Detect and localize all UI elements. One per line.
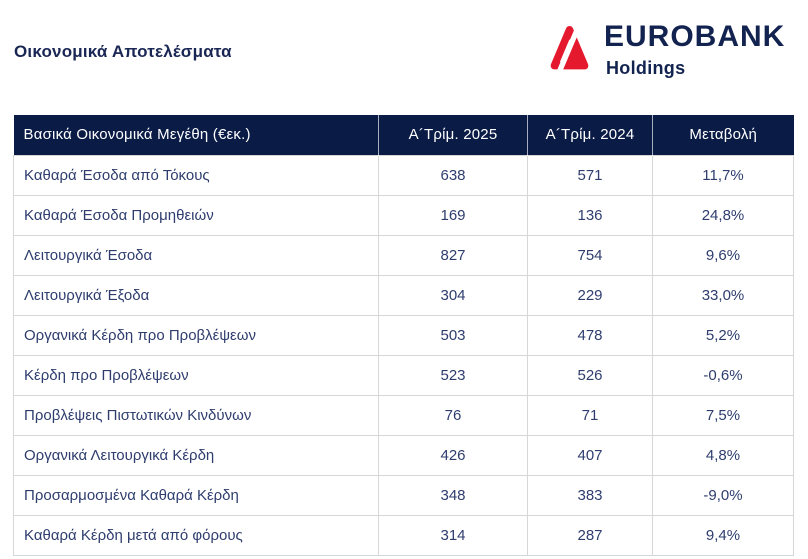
table-row: Λειτουργικά Έσοδα 827 754 9,6% bbox=[13, 234, 794, 276]
logo-wordmark: EUROBANK Holdings bbox=[604, 20, 785, 79]
value-q1-2025: 304 bbox=[378, 274, 528, 316]
value-q1-2025: 314 bbox=[378, 514, 528, 556]
value-q1-2024: 526 bbox=[527, 354, 653, 396]
logo-brand-text: EUROBANK bbox=[604, 20, 786, 53]
metric-label: Λειτουργικά Έξοδα bbox=[13, 274, 379, 316]
metric-label: Λειτουργικά Έσοδα bbox=[13, 234, 379, 276]
value-q1-2025: 426 bbox=[378, 434, 528, 476]
table-row: Καθαρά Κέρδη μετά από φόρους 314 287 9,4… bbox=[13, 514, 794, 556]
value-q1-2025: 169 bbox=[378, 194, 528, 236]
table-row: Οργανικά Λειτουργικά Κέρδη 426 407 4,8% bbox=[13, 434, 794, 476]
value-change: 9,4% bbox=[652, 514, 794, 556]
value-q1-2025: 503 bbox=[378, 314, 528, 356]
eurobank-holdings-logo: EUROBANK Holdings bbox=[549, 20, 785, 79]
value-change: 33,0% bbox=[652, 274, 794, 316]
value-q1-2024: 71 bbox=[527, 394, 653, 436]
value-change: 4,8% bbox=[652, 434, 794, 476]
value-q1-2025: 638 bbox=[378, 154, 528, 196]
table-header-row: Βασικά Οικονομικά Μεγέθη (€εκ.) Α´Τρίμ. … bbox=[13, 115, 794, 155]
value-q1-2025: 76 bbox=[378, 394, 528, 436]
value-change: -9,0% bbox=[652, 474, 794, 516]
metric-label: Οργανικά Λειτουργικά Κέρδη bbox=[13, 434, 379, 476]
value-q1-2024: 287 bbox=[527, 514, 653, 556]
table-row: Οργανικά Κέρδη προ Προβλέψεων 503 478 5,… bbox=[13, 314, 794, 356]
column-header-change: Μεταβολή bbox=[652, 115, 794, 155]
table-row: Προβλέψεις Πιστωτικών Κινδύνων 76 71 7,5… bbox=[13, 394, 794, 436]
financial-results-table: Βασικά Οικονομικά Μεγέθη (€εκ.) Α´Τρίμ. … bbox=[13, 115, 794, 556]
value-q1-2024: 478 bbox=[527, 314, 653, 356]
metric-label: Κέρδη προ Προβλέψεων bbox=[13, 354, 379, 396]
value-change: 11,7% bbox=[652, 154, 794, 196]
value-q1-2024: 571 bbox=[527, 154, 653, 196]
value-q1-2024: 229 bbox=[527, 274, 653, 316]
table-row: Προσαρμοσμένα Καθαρά Κέρδη 348 383 -9,0% bbox=[13, 474, 794, 516]
column-header-q1-2024: Α´Τρίμ. 2024 bbox=[527, 115, 653, 155]
logo-subbrand-text: Holdings bbox=[606, 58, 686, 78]
eurobank-triangle-icon bbox=[549, 23, 590, 74]
metric-label: Προβλέψεις Πιστωτικών Κινδύνων bbox=[13, 394, 379, 436]
metric-label: Καθαρά Κέρδη μετά από φόρους bbox=[13, 514, 379, 556]
value-q1-2024: 136 bbox=[527, 194, 653, 236]
value-change: 24,8% bbox=[652, 194, 794, 236]
table-row: Κέρδη προ Προβλέψεων 523 526 -0,6% bbox=[13, 354, 794, 396]
metric-label: Οργανικά Κέρδη προ Προβλέψεων bbox=[13, 314, 379, 356]
table-row: Καθαρά Έσοδα από Τόκους 638 571 11,7% bbox=[13, 154, 794, 196]
value-change: 9,6% bbox=[652, 234, 794, 276]
table-row: Καθαρά Έσοδα Προμηθειών 169 136 24,8% bbox=[13, 194, 794, 236]
value-q1-2024: 383 bbox=[527, 474, 653, 516]
value-change: -0,6% bbox=[652, 354, 794, 396]
table-row: Λειτουργικά Έξοδα 304 229 33,0% bbox=[13, 274, 794, 316]
page-title: Οικονομικά Αποτελέσματα bbox=[14, 42, 232, 61]
value-q1-2024: 407 bbox=[527, 434, 653, 476]
value-change: 5,2% bbox=[652, 314, 794, 356]
column-header-q1-2025: Α´Τρίμ. 2025 bbox=[378, 115, 528, 155]
metric-label: Καθαρά Έσοδα από Τόκους bbox=[13, 154, 379, 196]
value-q1-2024: 754 bbox=[527, 234, 653, 276]
column-header-metric: Βασικά Οικονομικά Μεγέθη (€εκ.) bbox=[13, 115, 379, 155]
metric-label: Καθαρά Έσοδα Προμηθειών bbox=[13, 194, 379, 236]
metric-label: Προσαρμοσμένα Καθαρά Κέρδη bbox=[13, 474, 379, 516]
value-q1-2025: 348 bbox=[378, 474, 528, 516]
value-q1-2025: 523 bbox=[378, 354, 528, 396]
value-change: 7,5% bbox=[652, 394, 794, 436]
value-q1-2025: 827 bbox=[378, 234, 528, 276]
